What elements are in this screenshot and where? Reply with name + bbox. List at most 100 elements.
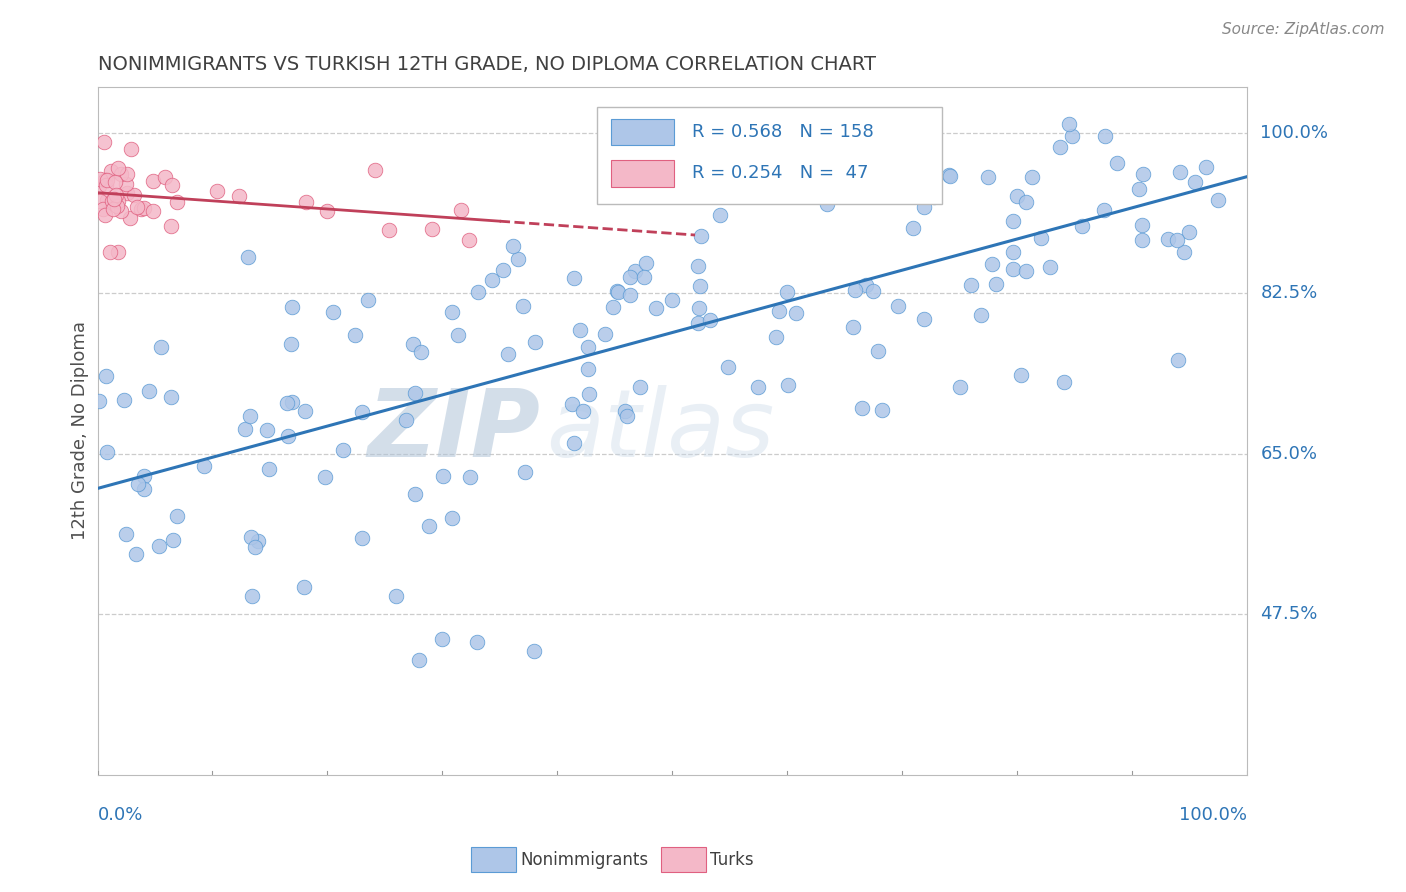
Point [422,222,444,236]
Point [1002,245,1025,260]
Point [418,519,440,533]
Point [572,403,595,417]
Point [352,531,374,545]
Point [901,221,924,235]
Point [332,443,354,458]
Point [1206,193,1229,207]
Point [120,142,142,156]
Point [576,339,599,353]
Point [578,386,600,401]
Point [127,477,149,491]
Point [1015,263,1038,277]
Point [561,397,583,411]
Point [89,172,111,186]
Point [465,634,488,648]
Point [1128,182,1150,196]
Point [103,202,125,216]
Point [115,527,138,541]
Point [104,175,127,189]
Point [776,378,799,392]
Point [408,653,430,667]
Point [619,288,641,302]
Point [911,113,934,128]
Point [689,229,711,244]
Point [132,468,155,483]
Point [150,340,173,354]
Point [1168,165,1191,179]
Point [441,304,464,318]
Point [855,277,877,292]
Point [344,327,367,342]
Point [887,299,910,313]
Point [450,202,472,217]
Point [280,337,302,351]
Point [94,208,117,222]
Point [1130,219,1153,233]
Point [404,487,426,501]
Point [295,195,318,210]
Point [718,181,741,195]
Point [524,334,547,349]
Point [100,164,122,178]
Point [89,194,111,208]
Point [105,187,128,202]
Point [1167,353,1189,368]
Point [1038,260,1060,274]
Point [661,293,683,307]
Point [768,303,790,318]
Point [404,385,426,400]
Point [851,401,873,416]
Text: 47.5%: 47.5% [1260,605,1317,624]
Point [96,194,118,208]
Point [115,186,138,200]
Point [259,462,281,476]
Point [159,390,181,404]
Point [868,343,890,358]
Point [112,393,135,408]
Point [155,169,177,184]
Point [122,187,145,202]
Point [980,257,1002,271]
Point [281,395,304,409]
Point [98,244,121,259]
Text: R = 0.254   N =  47: R = 0.254 N = 47 [692,164,868,183]
Point [160,178,183,193]
Point [844,166,866,180]
Point [134,482,156,496]
Point [1166,233,1188,247]
Point [89,394,111,409]
Point [1057,117,1080,131]
Point [606,284,628,298]
Point [467,285,489,299]
Point [91,202,114,216]
Point [502,238,524,252]
Point [1053,375,1076,389]
Point [432,632,454,646]
Point [699,313,721,327]
Point [110,167,132,181]
Point [93,135,115,149]
Point [1184,175,1206,189]
Point [636,256,658,270]
Point [862,285,884,299]
Point [125,200,148,214]
Point [1156,232,1178,246]
Point [247,533,270,548]
Point [765,330,787,344]
Text: atlas: atlas [546,385,773,476]
Point [447,328,470,343]
Point [193,458,215,473]
Point [1015,194,1038,209]
Point [148,539,170,553]
Point [432,468,454,483]
Point [688,259,710,273]
Point [115,178,138,192]
Point [1071,219,1094,234]
Point [614,404,637,418]
Point [228,188,250,202]
Point [162,533,184,547]
Point [107,194,129,209]
Point [633,269,655,284]
Point [1010,368,1032,383]
Point [619,269,641,284]
